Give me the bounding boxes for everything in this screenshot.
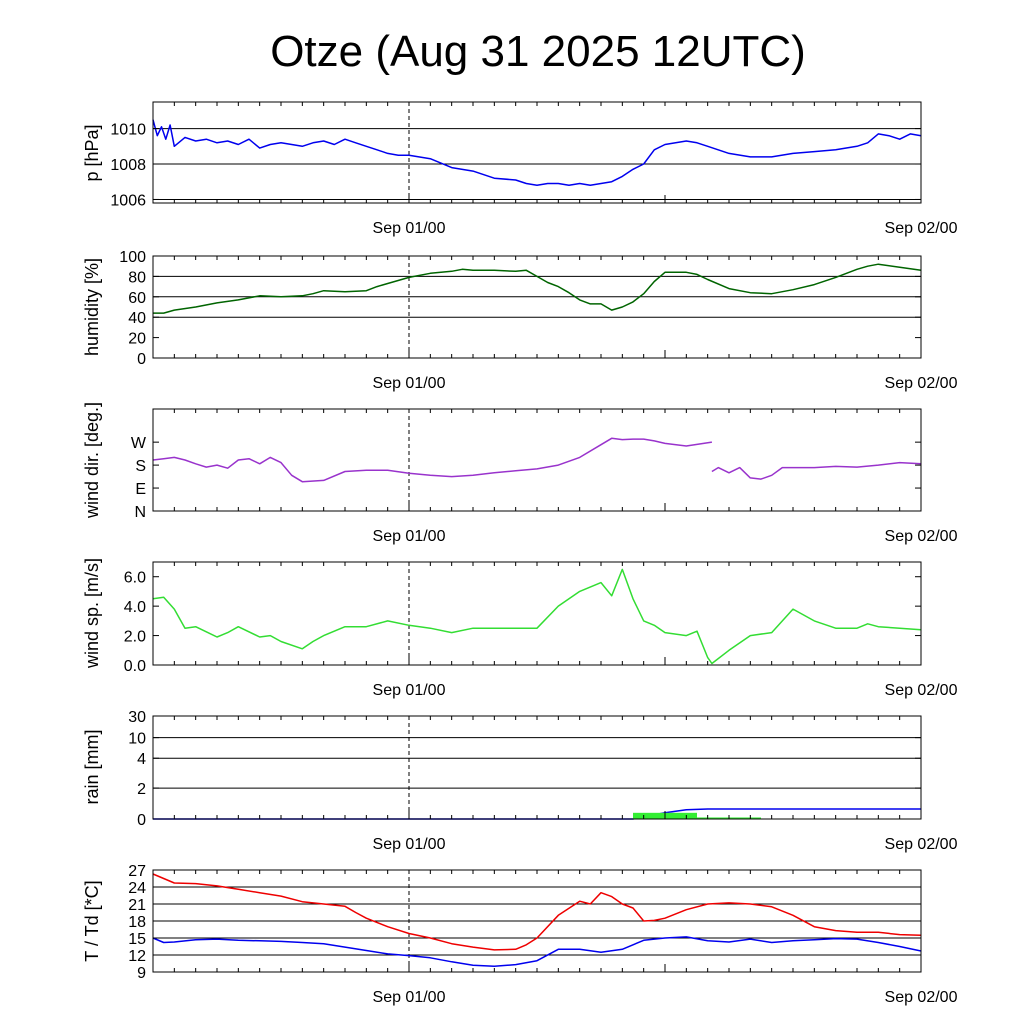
wind_speed-frame [152,561,922,666]
wind_speed-ytick-label: 6.0 [124,570,146,587]
temperature-ylabel: T / Td [*C] [82,880,102,961]
temperature-ytick-label: 15 [128,931,146,948]
rain-ytick-label: 10 [128,731,146,748]
panel-humidity: 0 20 40 60 80 100 Sep 01/00 Sep 02/00 humidity [… [82,249,958,392]
pressure-xtick-label: Sep 02/00 [885,220,958,237]
humidity-xtick-label: Sep 01/00 [373,375,446,392]
humidity-series-humidity [153,263,922,314]
humidity-ytick-label: 100 [119,249,146,266]
temperature-series-Td [152,936,922,968]
wind_speed-ytick-label: 4.0 [124,599,146,616]
temperature-ytick-label: 9 [137,965,146,982]
panel-wind_speed: 0.0 2.0 4.0 6.0 Sep 01/00 Sep 02/00 wind sp. [… [82,558,958,699]
humidity-frame [152,255,922,359]
humidity-ytick-label: 60 [128,290,146,307]
wind_direction-ylabel: wind dir. [deg.] [82,402,102,519]
rain-xtick-label: Sep 02/00 [885,836,958,853]
humidity-xtick-label: Sep 02/00 [885,375,958,392]
wind_speed-xtick-label: Sep 02/00 [885,682,958,699]
pressure-ylabel: p [hPa] [82,124,102,181]
wind_direction-frame [152,408,922,512]
pressure-ytick-label: 1008 [110,157,146,174]
wind_direction-ytick-label: W [131,435,147,452]
temperature-ytick-label: 18 [128,914,146,931]
humidity-ytick-label: 40 [128,310,146,327]
rain-ytick-label: 2 [137,781,146,798]
rain-frame [152,715,922,820]
pressure-xtick-label: Sep 01/00 [373,220,446,237]
wind_speed-series-wind_speed [152,568,922,665]
wind_direction-ytick-label: S [135,458,146,475]
panel-pressure: 1006 1008 1010 Sep 01/00 Sep 02/00 p [hPa] [82,101,958,237]
humidity-ylabel: humidity [%] [82,258,102,356]
pressure-ytick-label: 1006 [110,192,146,209]
temperature-xtick-label: Sep 02/00 [885,989,958,1006]
temperature-xtick-label: Sep 01/00 [373,989,446,1006]
wind_direction-xtick-label: Sep 02/00 [885,528,958,545]
humidity-ytick-label: 0 [137,351,146,368]
humidity-ytick-label: 80 [128,269,146,286]
humidity-ytick-label: 20 [128,331,146,348]
wind_speed-ytick-label: 2.0 [124,629,146,646]
pressure-series-pressure [152,119,922,187]
temperature-ytick-label: 12 [128,948,146,965]
temperature-series-T [152,873,922,951]
wind_direction-series-wind_direction_2 [711,461,922,480]
chart-title: Otze (Aug 31 2025 12UTC) [270,27,806,76]
wind_direction-ytick-label: E [135,481,146,498]
wind_speed-xtick-label: Sep 01/00 [373,682,446,699]
rain-ytick-label: 30 [128,709,146,726]
panel-rain: 0 2 4 10 30 Sep 01/00 Sep 02/00 rain [mm] [82,709,958,853]
wind_speed-ylabel: wind sp. [m/s] [82,558,102,669]
rain-ytick-label: 0 [137,812,146,829]
temperature-ytick-label: 21 [128,897,146,914]
temperature-ytick-label: 24 [128,880,146,897]
rain-ytick-label: 4 [137,751,146,768]
rain-xtick-label: Sep 01/00 [373,836,446,853]
pressure-ytick-label: 1010 [110,122,146,139]
wind_direction-xtick-label: Sep 01/00 [373,528,446,545]
wind_direction-ytick-label: N [134,504,146,521]
rain-ylabel: rain [mm] [82,729,102,804]
wind_direction-series-wind_direction_1 [152,437,713,483]
wind_speed-ytick-label: 0.0 [124,658,146,675]
temperature-ytick-label: 27 [128,863,146,880]
